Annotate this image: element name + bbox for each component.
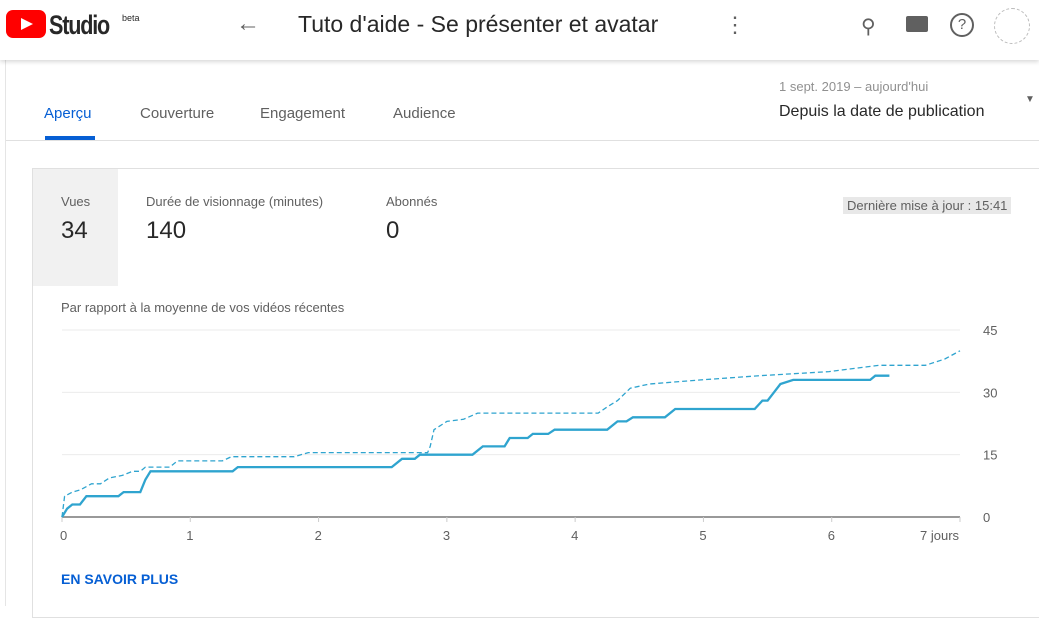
x-tick-label: 7 jours xyxy=(920,528,960,543)
metric-label: Durée de visionnage (minutes) xyxy=(146,194,324,209)
metric-label: Abonnés xyxy=(386,194,438,209)
last-update-badge: Dernière mise à jour : 15:41 xyxy=(843,197,1012,214)
y-tick-label: 30 xyxy=(983,385,997,400)
active-tab-indicator xyxy=(45,136,95,140)
tab-apercu[interactable]: Aperçu xyxy=(44,105,92,122)
video-title: Tuto d'aide - Se présenter et avatar xyxy=(298,11,659,37)
x-tick-label: 5 xyxy=(699,528,706,543)
metric-value: 0 xyxy=(386,217,400,244)
help-icon[interactable]: ? xyxy=(950,13,974,37)
y-tick-label: 15 xyxy=(983,448,997,463)
tab-engagement[interactable]: Engagement xyxy=(260,105,346,122)
youtube-play-icon xyxy=(6,10,46,38)
metric-value: 140 xyxy=(146,217,187,244)
logo-text: Studio xyxy=(49,10,110,40)
tab-audience[interactable]: Audience xyxy=(393,105,456,122)
comparison-note: Par rapport à la moyenne de vos vidéos r… xyxy=(61,300,345,315)
sidebar-edge xyxy=(0,60,6,606)
metric-views[interactable]: Vues 34 xyxy=(33,169,118,286)
metric-value: 34 xyxy=(61,217,88,244)
y-tick-label: 45 xyxy=(983,323,997,338)
x-tick-label: 3 xyxy=(443,528,450,543)
x-tick-label: 2 xyxy=(315,528,322,543)
y-tick-label: 0 xyxy=(983,510,990,525)
x-tick-label: 1 xyxy=(186,528,193,543)
x-tick-label: 4 xyxy=(571,528,578,543)
beta-badge: beta xyxy=(122,13,140,23)
youtube-studio-logo[interactable]: Studio beta xyxy=(6,10,140,40)
date-range-text: 1 sept. 2019 – aujourd'hui xyxy=(779,79,929,94)
back-arrow-icon[interactable]: ← xyxy=(236,10,260,37)
tab-couverture[interactable]: Couverture xyxy=(140,105,215,122)
avatar[interactable] xyxy=(994,8,1030,44)
more-options-icon[interactable]: ⋮ xyxy=(724,12,746,37)
date-range-select[interactable]: Depuis la date de publication xyxy=(779,103,985,120)
metric-label: Vues xyxy=(61,194,91,209)
dropdown-caret-icon[interactable]: ▼ xyxy=(1025,94,1035,105)
overview-card: Vues 34 Durée de visionnage (minutes) 14… xyxy=(32,168,1039,618)
metric-subscribers[interactable]: Abonnés 0 xyxy=(358,169,465,286)
search-icon[interactable]: ⚲ xyxy=(861,16,876,38)
create-video-icon[interactable] xyxy=(906,16,928,32)
views-series-line xyxy=(61,374,890,518)
average-series-line xyxy=(61,350,961,518)
x-tick-label: 0 xyxy=(60,528,67,543)
analytics-tabs: Aperçu Couverture Engagement Audience xyxy=(6,60,1039,141)
top-bar: Studio beta ← Tuto d'aide - Se présenter… xyxy=(0,0,1039,60)
learn-more-link[interactable]: EN SAVOIR PLUS xyxy=(61,571,179,587)
metric-watch-time[interactable]: Durée de visionnage (minutes) 140 xyxy=(118,169,351,286)
x-tick-label: 6 xyxy=(828,528,835,543)
